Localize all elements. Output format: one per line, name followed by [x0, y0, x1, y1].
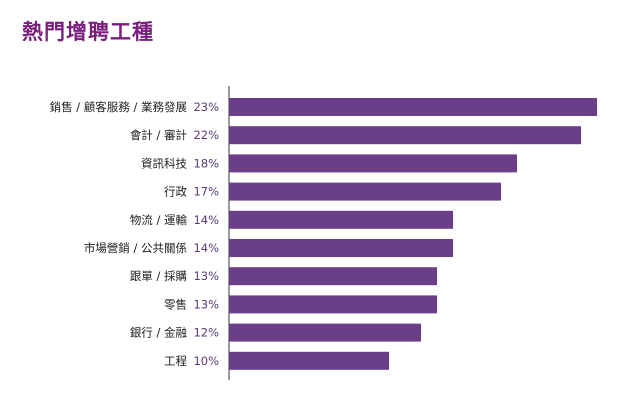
category-label-2: 資訊科技 [141, 156, 187, 170]
value-label-3: 17% [193, 185, 219, 199]
category-label-9: 工程 [164, 354, 187, 368]
value-label-8: 12% [193, 326, 219, 340]
value-label-4: 14% [193, 213, 219, 227]
bar-1 [229, 126, 581, 145]
category-label-0: 銷售 / 顧客服務 / 業務發展 [50, 100, 188, 114]
bar-0 [229, 98, 597, 116]
bar-8 [229, 323, 421, 342]
category-label-4: 物流 / 運輸 [130, 213, 188, 227]
value-label-6: 13% [193, 269, 219, 283]
value-label-5: 14% [193, 241, 219, 255]
value-label-9: 10% [193, 354, 219, 368]
value-label-1: 22% [193, 128, 219, 142]
bar-4 [229, 210, 453, 229]
value-label-2: 18% [193, 156, 219, 170]
category-label-1: 會計 / 審計 [130, 128, 187, 142]
category-label-8: 銀行 / 金融 [130, 326, 188, 340]
category-label-5: 市場營銷 / 公共關係 [84, 241, 187, 255]
bar-9 [229, 351, 389, 370]
bar-6 [229, 267, 437, 286]
category-label-6: 跟單 / 採購 [130, 269, 188, 283]
category-label-3: 行政 [164, 185, 187, 199]
value-label-7: 13% [193, 297, 219, 311]
value-label-0: 23% [193, 100, 219, 114]
category-label-7: 零售 [164, 297, 187, 311]
bar-2 [229, 154, 517, 173]
chart-title: 熱門增聘工種 [22, 20, 154, 44]
bars-group [229, 98, 597, 370]
value-labels-group: 23% 22% 18% 17% 14% 14% 13% 13% 12% 10% [193, 100, 219, 368]
bar-7 [229, 295, 437, 314]
bar-5 [229, 239, 453, 257]
bar-3 [229, 182, 501, 201]
